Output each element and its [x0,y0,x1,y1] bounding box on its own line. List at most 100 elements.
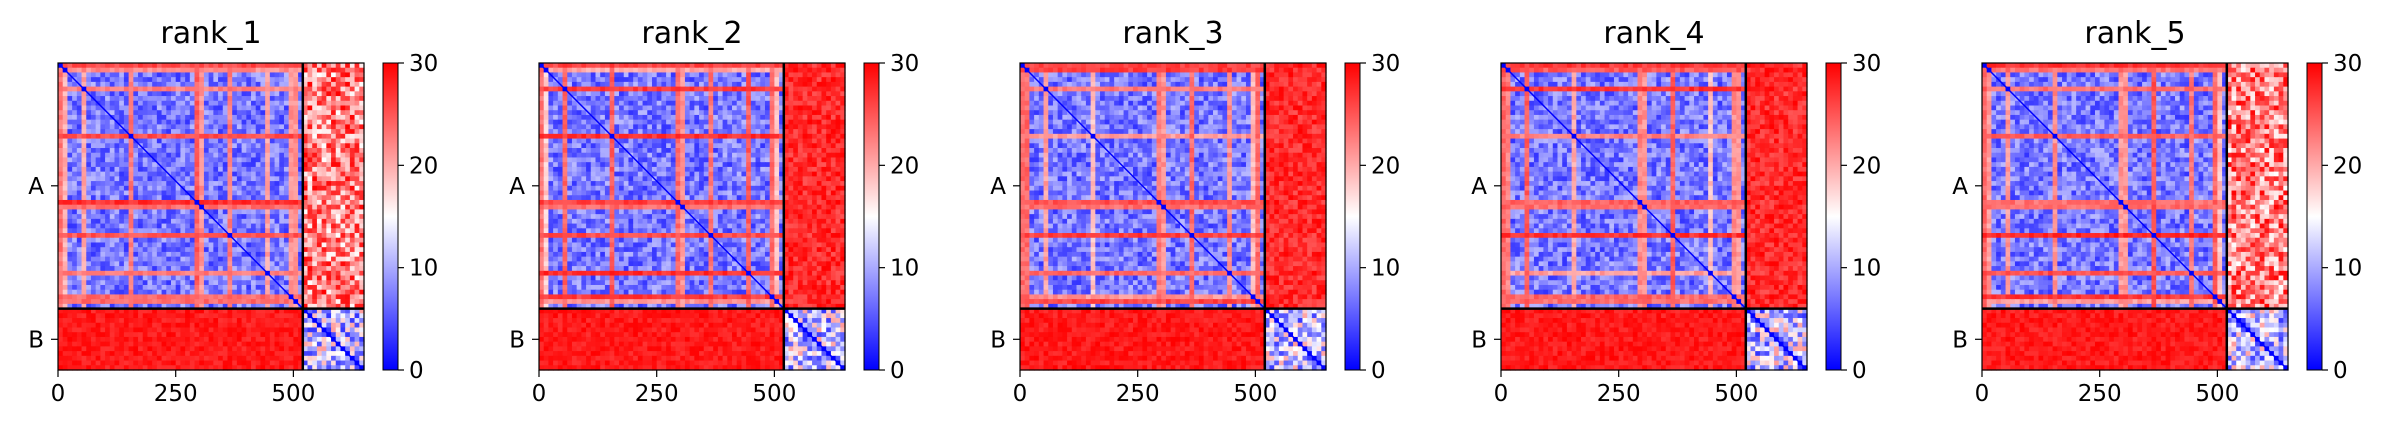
heatmap-cell [208,162,214,168]
heatmap-cell [95,67,101,74]
heatmap-cell [81,72,87,78]
heatmap-cell [345,318,351,324]
heatmap-cell [147,242,153,248]
heatmap-cell [138,209,144,215]
heatmap-cell [147,143,153,149]
colorbar-tick-label: 30 [409,51,438,77]
heatmap-cell [147,351,153,357]
heatmap-cell [133,270,139,277]
heatmap-cell [298,251,304,258]
heatmap-cell [251,148,257,154]
heatmap-cell [316,114,323,121]
heatmap-cell [722,77,728,83]
heatmap-cell [246,190,252,196]
heatmap-cell [354,299,360,305]
heatmap-cell [246,67,252,74]
heatmap-cell [619,114,625,121]
heatmap-cell [194,294,200,300]
heatmap-cell [302,242,309,248]
heatmap-cell [114,289,120,296]
heatmap-cell [769,105,775,111]
heatmap-cell [345,195,351,201]
heatmap-cell [199,355,205,362]
heatmap-cell [302,63,309,69]
heatmap-cell [623,110,630,116]
heatmap-cell [619,72,625,78]
heatmap-cell [199,209,205,215]
heatmap-cell [307,190,313,196]
heatmap-cell [72,228,78,234]
heatmap-cell [199,129,205,135]
heatmap-cell [260,294,266,300]
heatmap-cell [241,86,247,92]
heatmap-cell [345,162,351,168]
heatmap-cell [307,336,313,343]
heatmap-cell [241,129,247,135]
heatmap-cell [62,294,69,300]
heatmap-cell [180,275,186,281]
heatmap-cell [152,214,158,220]
heatmap-cell [189,152,196,159]
heatmap-cell [684,67,691,74]
heatmap-cell [156,318,163,324]
heatmap-cell [128,360,134,366]
heatmap-cell [835,91,841,97]
heatmap-cell [203,218,210,225]
heatmap-cell [109,237,116,244]
heatmap-cell [666,81,672,88]
heatmap-cell [307,157,313,163]
heatmap-cell [335,129,342,135]
heatmap-cell [133,143,139,149]
heatmap-cell [62,100,69,107]
heatmap-cell [166,228,172,234]
heatmap-cell [345,176,351,182]
heatmap-cell [265,284,271,291]
heatmap-cell [90,133,97,140]
heatmap-cell [100,237,106,244]
heatmap-cell [312,185,318,192]
heatmap-cell [203,176,210,182]
heatmap-cell [222,72,229,78]
heatmap-cell [269,91,276,97]
heatmap-cell [119,96,125,102]
heatmap-cell [298,228,304,234]
heatmap-cell [199,242,205,248]
heatmap-cell [689,91,695,97]
heatmap-cell [208,242,214,248]
heatmap-cell [741,77,747,83]
heatmap-cell [222,100,229,107]
heatmap-cell [185,181,191,187]
heatmap-cell [161,218,167,225]
heatmap-cell [557,72,564,78]
heatmap-cell [218,346,224,352]
heatmap-cell [218,270,224,277]
heatmap-cell [614,67,620,74]
heatmap-cell [246,270,252,277]
heatmap-cell [349,261,356,267]
heatmap-cell [283,355,290,362]
heatmap-cell [62,233,69,239]
heatmap-cell [185,157,191,163]
heatmap-cell [274,266,280,272]
heatmap-cell [251,336,257,343]
heatmap-cell [293,270,299,277]
heatmap-cell [265,195,271,201]
heatmap-cell [185,195,191,201]
heatmap-cell [142,294,149,300]
heatmap-cell [58,251,64,258]
heatmap-cell [58,171,64,177]
heatmap-cell [274,204,280,211]
heatmap-cell [307,233,313,239]
heatmap-cell [331,81,337,88]
heatmap-cell [359,110,365,116]
heatmap-cell [189,261,196,267]
heatmap-cell [302,218,309,225]
heatmap-cell [232,303,238,310]
heatmap-cell [147,322,153,329]
heatmap-cell [609,72,615,78]
heatmap-cell [142,341,149,347]
heatmap-cell [274,242,280,248]
heatmap-cell [246,218,252,225]
heatmap-cell [345,100,351,107]
heatmap-cell [138,223,144,229]
